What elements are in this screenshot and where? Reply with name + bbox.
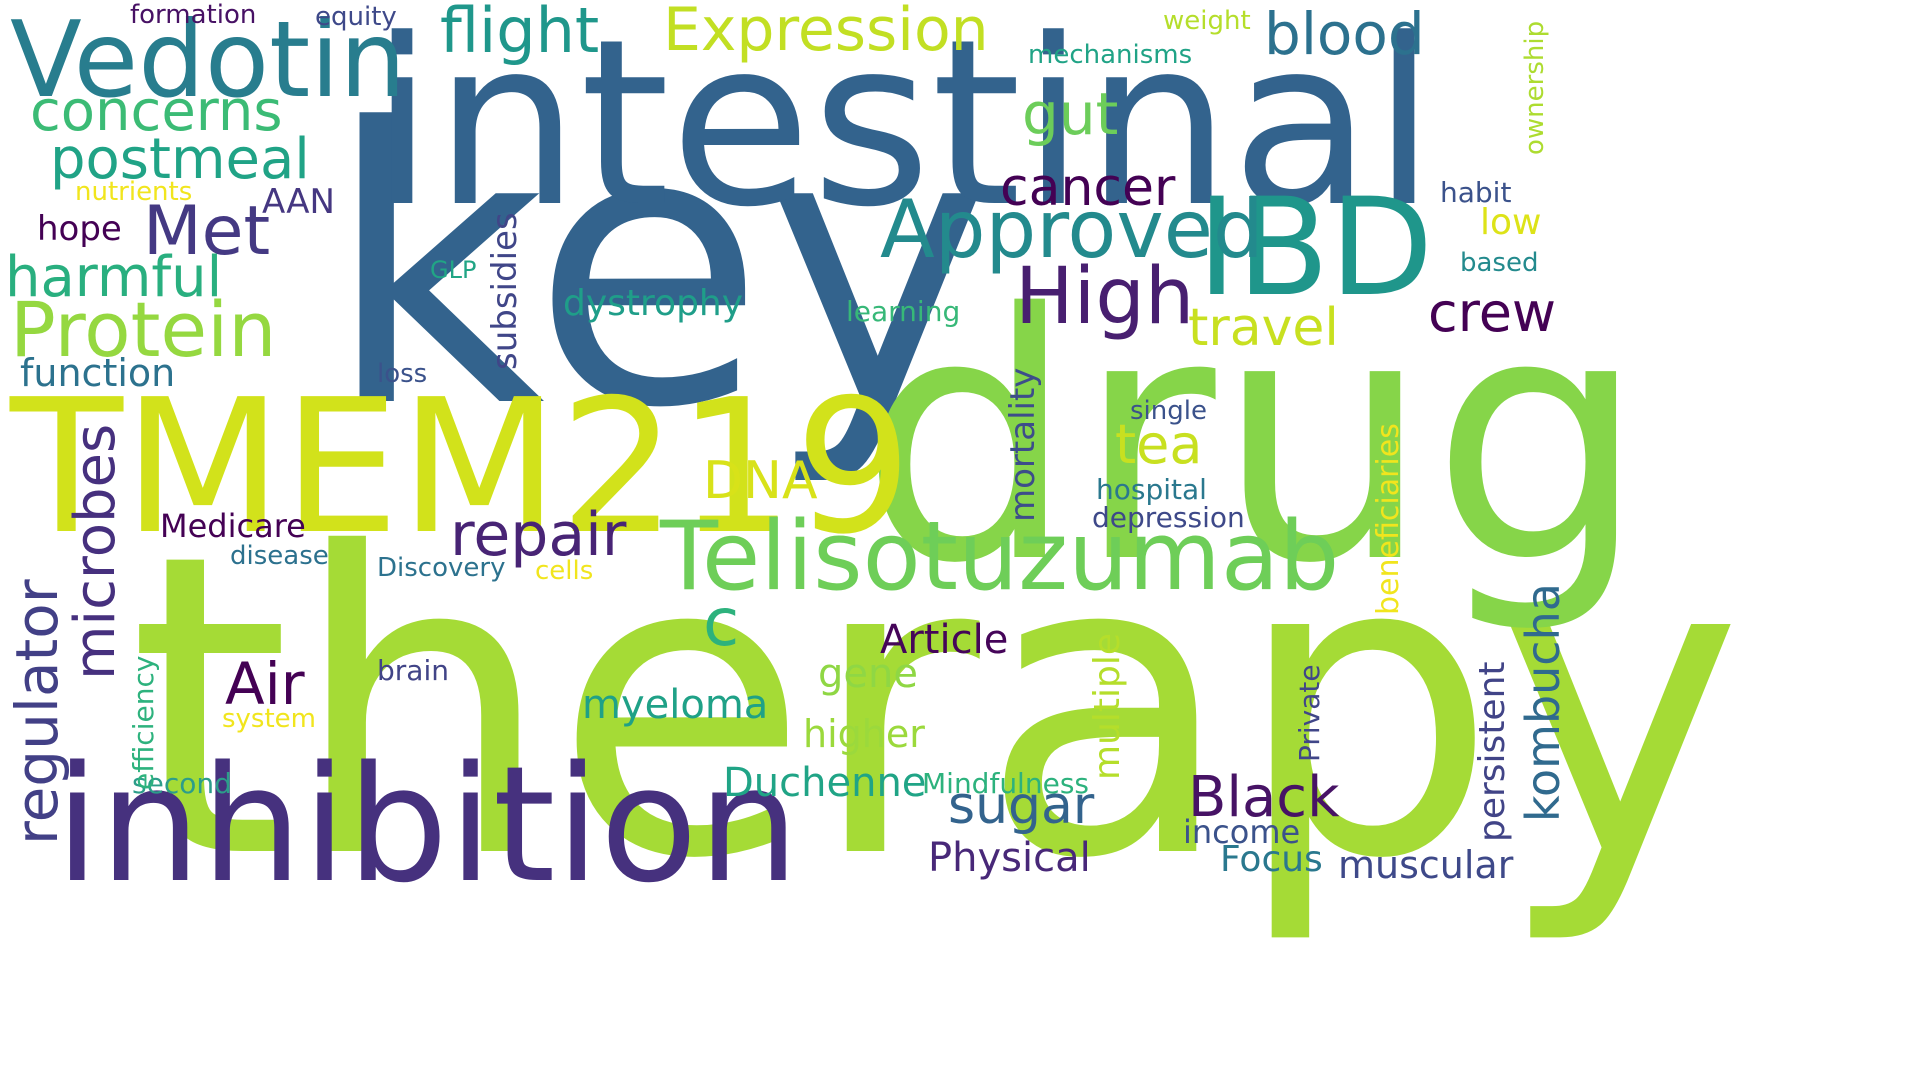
- word-multiple: multiple: [1087, 632, 1128, 780]
- word-second: second: [132, 767, 232, 800]
- word-repair: repair: [450, 500, 627, 570]
- word-flight: flight: [440, 0, 600, 67]
- word-beneficiaries: beneficiaries: [1371, 423, 1406, 615]
- word-dna: DNA: [703, 451, 818, 511]
- word-focus: Focus: [1220, 839, 1323, 880]
- word-blood: blood: [1264, 0, 1425, 68]
- word-intestinal: intestinal: [370, 0, 1436, 258]
- word-physical: Physical: [928, 835, 1091, 881]
- word-regulator: regulator: [3, 579, 71, 845]
- word-hope: hope: [37, 209, 122, 249]
- word-income: income: [1183, 813, 1301, 851]
- word-higher: higher: [803, 712, 925, 756]
- word-drug: drug: [860, 242, 1647, 638]
- word-function: function: [20, 351, 176, 395]
- word-approved: Approved: [880, 183, 1264, 276]
- word-concerns: concerns: [30, 79, 283, 144]
- word-nutrients: nutrients: [75, 177, 193, 207]
- word-loss: loss: [377, 359, 428, 389]
- word-discovery: Discovery: [377, 553, 506, 583]
- word-expression: Expression: [663, 0, 989, 65]
- word-glp: GLP: [430, 256, 477, 284]
- word-hospital: hospital: [1096, 473, 1207, 506]
- word-mechanisms: mechanisms: [1028, 40, 1193, 70]
- word-duchenne: Duchenne: [723, 760, 927, 806]
- word-system: system: [222, 704, 316, 734]
- word-subsidies: subsidies: [485, 212, 525, 370]
- word-tea: tea: [1115, 413, 1203, 476]
- word-cancer: cancer: [1000, 158, 1176, 218]
- word-persistent: persistent: [1472, 661, 1513, 842]
- word-key: key: [325, 48, 991, 491]
- word-learning: learning: [846, 295, 961, 328]
- word-article: Article: [880, 617, 1009, 663]
- word-vedotin: Vedotin: [10, 0, 407, 121]
- word-muscular: muscular: [1338, 843, 1514, 887]
- word-aan: AAN: [262, 182, 335, 222]
- word-telisotuzumab: Telisotuzumab: [660, 502, 1340, 612]
- word-therapy: therapy: [128, 466, 1744, 949]
- word-gut: gut: [1022, 80, 1119, 148]
- word-based: based: [1460, 248, 1539, 278]
- word-high: High: [1015, 252, 1195, 342]
- word-weight: weight: [1163, 6, 1251, 36]
- word-kombucha: kombucha: [1516, 583, 1570, 822]
- word-ownership: ownership: [1520, 20, 1550, 155]
- word-protein: Protein: [10, 285, 277, 374]
- word-brain: brain: [377, 654, 449, 687]
- word-cells: cells: [535, 556, 594, 586]
- word-dystrophy: dystrophy: [563, 283, 744, 324]
- word-single: single: [1130, 396, 1207, 426]
- word-tmem219: TMEM219: [10, 359, 913, 575]
- word-formation: formation: [130, 0, 257, 30]
- word-travel: travel: [1188, 298, 1339, 358]
- word-depression: depression: [1092, 501, 1245, 534]
- word-air: Air: [225, 650, 305, 718]
- word-black: Black: [1188, 765, 1340, 830]
- word-habit: habit: [1440, 176, 1512, 209]
- word-harmful: harmful: [5, 245, 223, 310]
- word-mindfulness: Mindfulness: [922, 767, 1089, 800]
- word-disease: disease: [230, 541, 329, 571]
- word-sugar: sugar: [948, 776, 1095, 836]
- word-c: c: [703, 584, 740, 661]
- word-inhibition: inhibition: [55, 731, 800, 918]
- word-efficiency: efficiency: [127, 655, 160, 790]
- word-medicare: Medicare: [160, 507, 306, 545]
- word-ibd: IBD: [1197, 169, 1434, 326]
- word-gene: gene: [818, 651, 918, 697]
- word-myeloma: myeloma: [582, 682, 769, 728]
- word-mortality: mortality: [1003, 367, 1043, 522]
- word-crew: crew: [1428, 281, 1557, 344]
- word-equity: equity: [315, 2, 397, 32]
- word-private: Private: [1293, 664, 1326, 762]
- word-met: Met: [143, 192, 271, 271]
- word-postmeal: postmeal: [50, 127, 310, 192]
- word-low: low: [1480, 202, 1542, 243]
- word-microbes: microbes: [63, 423, 128, 680]
